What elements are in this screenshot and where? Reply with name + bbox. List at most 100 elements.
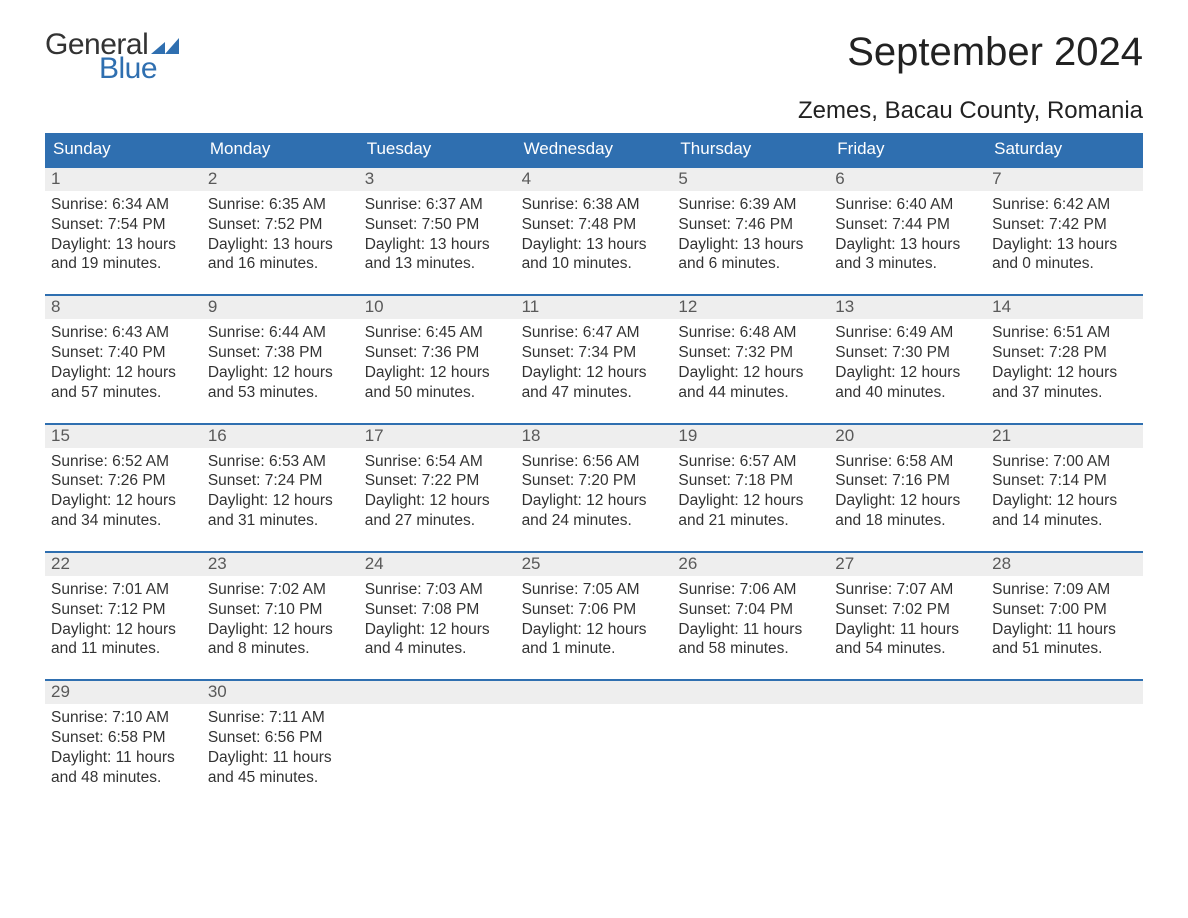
day-daylight2: and 47 minutes.: [522, 383, 673, 403]
day-sunset: Sunset: 7:20 PM: [522, 471, 673, 491]
dow-thursday: Thursday: [672, 133, 829, 166]
day-sunrise: Sunrise: 6:58 AM: [835, 452, 986, 472]
day-cell: Sunrise: 6:45 AMSunset: 7:36 PMDaylight:…: [359, 319, 516, 408]
day-number: 16: [202, 425, 359, 448]
day-sunrise: Sunrise: 6:54 AM: [365, 452, 516, 472]
day-number: [516, 681, 673, 704]
logo-text-blue: Blue: [99, 54, 179, 84]
day-daylight1: Daylight: 13 hours: [522, 235, 673, 255]
day-sunset: Sunset: 7:26 PM: [51, 471, 202, 491]
week-row: 1234567Sunrise: 6:34 AMSunset: 7:54 PMDa…: [45, 166, 1143, 280]
day-sunset: Sunset: 7:38 PM: [208, 343, 359, 363]
day-number-strip: 891011121314: [45, 296, 1143, 319]
day-daylight1: Daylight: 11 hours: [992, 620, 1143, 640]
week-row: 2930Sunrise: 7:10 AMSunset: 6:58 PMDayli…: [45, 679, 1143, 793]
day-sunrise: Sunrise: 7:03 AM: [365, 580, 516, 600]
calendar: Sunday Monday Tuesday Wednesday Thursday…: [45, 133, 1143, 794]
day-number-strip: 2930: [45, 681, 1143, 704]
day-daylight1: Daylight: 11 hours: [208, 748, 359, 768]
day-sunrise: Sunrise: 6:52 AM: [51, 452, 202, 472]
dow-wednesday: Wednesday: [516, 133, 673, 166]
day-sunrise: Sunrise: 7:09 AM: [992, 580, 1143, 600]
day-daylight1: Daylight: 12 hours: [522, 620, 673, 640]
day-sunset: Sunset: 7:22 PM: [365, 471, 516, 491]
day-sunrise: Sunrise: 6:45 AM: [365, 323, 516, 343]
day-sunset: Sunset: 7:28 PM: [992, 343, 1143, 363]
day-daylight2: and 37 minutes.: [992, 383, 1143, 403]
day-sunrise: Sunrise: 6:40 AM: [835, 195, 986, 215]
day-daylight2: and 8 minutes.: [208, 639, 359, 659]
title-block: September 2024: [847, 30, 1143, 75]
day-daylight1: Daylight: 11 hours: [51, 748, 202, 768]
day-sunset: Sunset: 7:54 PM: [51, 215, 202, 235]
day-daylight2: and 58 minutes.: [678, 639, 829, 659]
day-number: 5: [672, 168, 829, 191]
logo: General Blue: [45, 30, 179, 84]
day-number: 6: [829, 168, 986, 191]
day-cell: Sunrise: 6:34 AMSunset: 7:54 PMDaylight:…: [45, 191, 202, 280]
day-daylight2: and 57 minutes.: [51, 383, 202, 403]
day-cell: Sunrise: 6:43 AMSunset: 7:40 PMDaylight:…: [45, 319, 202, 408]
day-daylight2: and 48 minutes.: [51, 768, 202, 788]
day-daylight1: Daylight: 12 hours: [678, 363, 829, 383]
day-number: [672, 681, 829, 704]
week-row: 891011121314Sunrise: 6:43 AMSunset: 7:40…: [45, 294, 1143, 408]
dow-sunday: Sunday: [45, 133, 202, 166]
day-daylight2: and 1 minute.: [522, 639, 673, 659]
day-sunset: Sunset: 7:16 PM: [835, 471, 986, 491]
day-number: 27: [829, 553, 986, 576]
day-cell: Sunrise: 6:49 AMSunset: 7:30 PMDaylight:…: [829, 319, 986, 408]
day-sunset: Sunset: 7:08 PM: [365, 600, 516, 620]
day-number: 23: [202, 553, 359, 576]
day-cell: Sunrise: 6:56 AMSunset: 7:20 PMDaylight:…: [516, 448, 673, 537]
day-number: [829, 681, 986, 704]
day-number: 21: [986, 425, 1143, 448]
day-sunrise: Sunrise: 7:00 AM: [992, 452, 1143, 472]
day-daylight1: Daylight: 12 hours: [992, 363, 1143, 383]
day-daylight1: Daylight: 12 hours: [365, 491, 516, 511]
day-number: 2: [202, 168, 359, 191]
day-sunrise: Sunrise: 7:05 AM: [522, 580, 673, 600]
day-sunrise: Sunrise: 6:47 AM: [522, 323, 673, 343]
day-sunset: Sunset: 7:50 PM: [365, 215, 516, 235]
day-number: 22: [45, 553, 202, 576]
day-daylight2: and 44 minutes.: [678, 383, 829, 403]
day-number: 12: [672, 296, 829, 319]
day-sunrise: Sunrise: 6:34 AM: [51, 195, 202, 215]
day-daylight1: Daylight: 12 hours: [208, 491, 359, 511]
day-sunrise: Sunrise: 6:51 AM: [992, 323, 1143, 343]
day-cell: Sunrise: 6:52 AMSunset: 7:26 PMDaylight:…: [45, 448, 202, 537]
day-daylight2: and 34 minutes.: [51, 511, 202, 531]
day-sunrise: Sunrise: 6:48 AM: [678, 323, 829, 343]
day-sunrise: Sunrise: 6:49 AM: [835, 323, 986, 343]
day-number: 13: [829, 296, 986, 319]
week-row: 15161718192021Sunrise: 6:52 AMSunset: 7:…: [45, 423, 1143, 537]
day-sunset: Sunset: 7:52 PM: [208, 215, 359, 235]
day-number: 26: [672, 553, 829, 576]
day-cell: Sunrise: 6:37 AMSunset: 7:50 PMDaylight:…: [359, 191, 516, 280]
day-sunset: Sunset: 7:24 PM: [208, 471, 359, 491]
day-sunset: Sunset: 7:30 PM: [835, 343, 986, 363]
weeks-container: 1234567Sunrise: 6:34 AMSunset: 7:54 PMDa…: [45, 166, 1143, 794]
day-number: 15: [45, 425, 202, 448]
day-sunrise: Sunrise: 6:56 AM: [522, 452, 673, 472]
day-daylight1: Daylight: 13 hours: [365, 235, 516, 255]
day-sunrise: Sunrise: 6:39 AM: [678, 195, 829, 215]
day-number: 8: [45, 296, 202, 319]
day-cell: Sunrise: 6:58 AMSunset: 7:16 PMDaylight:…: [829, 448, 986, 537]
day-daylight2: and 50 minutes.: [365, 383, 516, 403]
day-sunset: Sunset: 7:10 PM: [208, 600, 359, 620]
day-cell: Sunrise: 7:01 AMSunset: 7:12 PMDaylight:…: [45, 576, 202, 665]
day-sunset: Sunset: 7:32 PM: [678, 343, 829, 363]
header: General Blue September 2024: [45, 30, 1143, 84]
location-text: Zemes, Bacau County, Romania: [45, 97, 1143, 125]
day-sunset: Sunset: 7:36 PM: [365, 343, 516, 363]
day-number: 24: [359, 553, 516, 576]
dow-monday: Monday: [202, 133, 359, 166]
day-daylight2: and 51 minutes.: [992, 639, 1143, 659]
day-daylight1: Daylight: 12 hours: [51, 363, 202, 383]
day-daylight2: and 11 minutes.: [51, 639, 202, 659]
day-sunset: Sunset: 6:56 PM: [208, 728, 359, 748]
day-cell: Sunrise: 6:53 AMSunset: 7:24 PMDaylight:…: [202, 448, 359, 537]
day-cell: Sunrise: 6:35 AMSunset: 7:52 PMDaylight:…: [202, 191, 359, 280]
